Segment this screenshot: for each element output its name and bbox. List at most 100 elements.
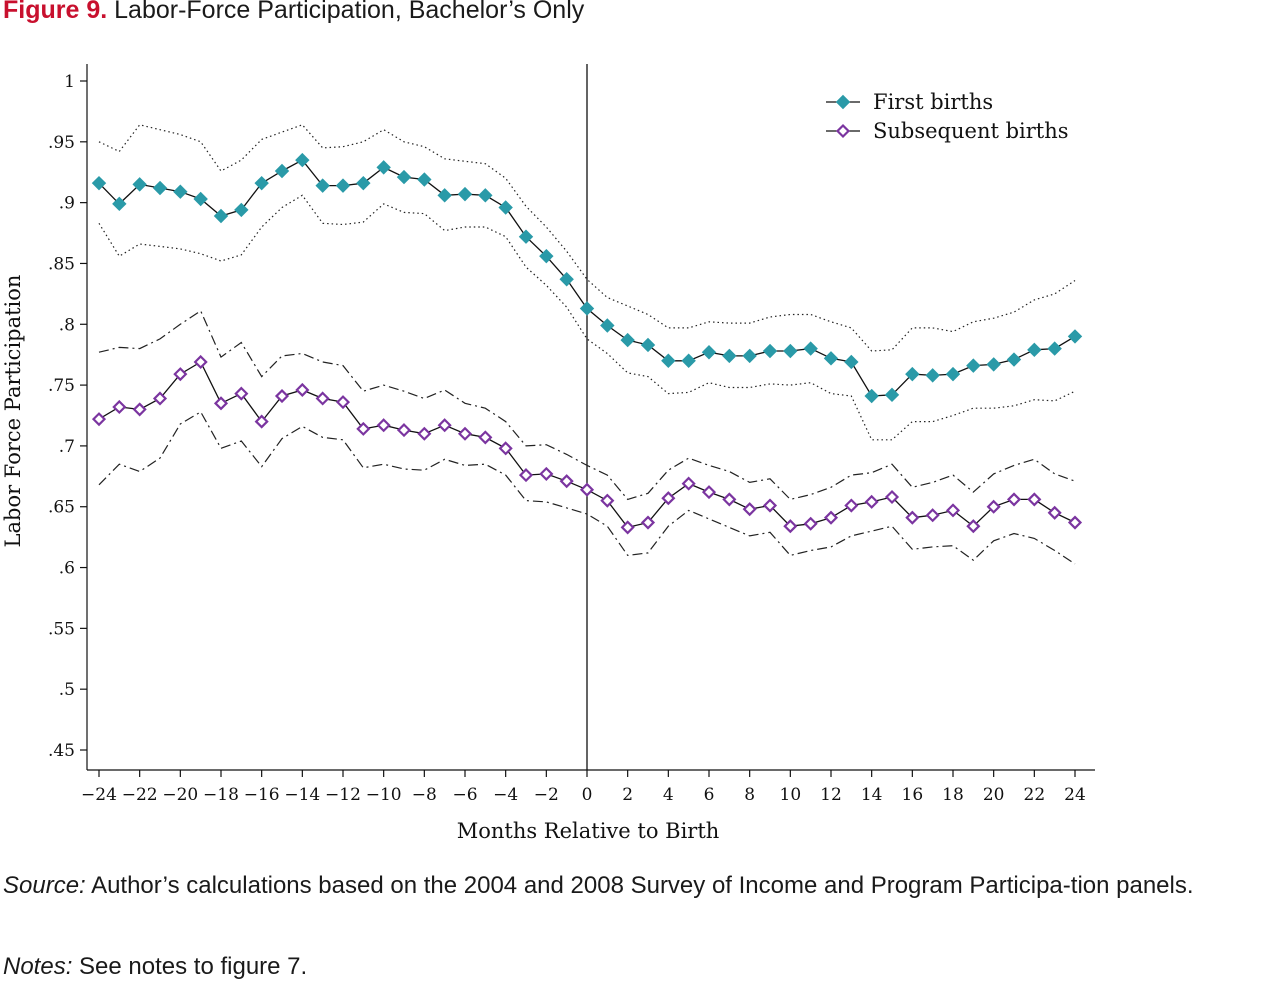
line-chart: .45.5.55.6.65.7.75.8.85.9.951−24 −22 −20 −1… [1,64,1095,843]
subsequent-births-point [844,498,859,513]
first-births-point [823,351,839,366]
first-births-point [254,175,269,191]
x-tick-label: 18 [942,785,964,805]
subsequent-births-point [356,421,371,436]
subsequent-births-point [91,412,107,427]
subsequent-births-point [905,510,920,525]
subsequent-births-point [213,396,229,411]
y-tick-label: .9 [59,194,75,214]
subsequent-births-point [945,503,961,518]
first-births-point [1027,342,1042,358]
subsequent-births-point [1067,515,1083,530]
first-births-point [437,188,452,203]
subsequent-births-ci-upper [98,310,1076,501]
subsequent-births-point [1006,492,1022,507]
first-births-point [234,202,249,218]
y-tick-label: .5 [59,680,75,700]
figure-title: Figure 9. Labor-Force Participation, Bac… [3,0,584,25]
subsequent-births-point [376,418,391,433]
first-births-point [1006,352,1022,367]
first-births-point [315,178,330,193]
first-births-point [986,357,1001,372]
first-births-point [681,353,696,368]
notes-text: See notes to figure 7. [72,953,308,980]
subsequent-births-point [417,426,432,441]
first-births-point [335,178,351,193]
y-tick-label: .7 [59,437,75,457]
x-tick-label: 8 [744,785,755,805]
subsequent-births-point [234,386,249,401]
first-births-point [91,175,107,191]
subsequent-births-point [457,426,473,441]
first-births-point [498,200,513,215]
subsequent-births-point [742,502,757,517]
figure-title-text: Labor-Force Participation, Bachelor’s On… [114,0,585,24]
first-births-point [1047,341,1062,356]
source-label: Source: [3,872,86,899]
subsequent-births-point [803,516,818,531]
first-births-point [579,301,595,316]
subsequent-births-point [173,367,188,382]
first-births-point [152,180,168,196]
y-tick-label: 1 [64,72,75,92]
first-births-point [661,353,676,368]
subsequent-births-point [132,402,147,417]
subsequent-births-point [478,430,493,445]
subsequent-births-point [437,418,452,433]
legend-marker-subsequent-births [835,123,851,139]
x-axis-label: Months Relative to Birth [457,819,720,843]
x-tick-label: 4 [663,785,674,805]
x-tick-label: −10 [366,785,402,805]
first-births-point [722,348,737,364]
first-births-point [478,188,493,203]
first-births-point [132,177,147,192]
x-tick-label: −18 [203,785,239,805]
x-tick-label: −22 [122,785,158,805]
first-births-point [701,345,717,360]
legend-label-first-births: First births [873,90,993,114]
subsequent-births-point [518,468,534,483]
y-tick-label: .65 [48,498,75,518]
subsequent-births-point [112,399,127,415]
notes-label: Notes: [3,953,73,980]
first-births-point [762,343,778,359]
y-tick-label: .75 [48,376,75,396]
first-births-ci-upper [98,124,1076,352]
x-tick-label: 14 [861,785,883,805]
first-births-point [966,358,981,373]
subsequent-births-point [1027,492,1042,507]
x-tick-label: −8 [412,785,437,805]
first-births-point [457,186,473,202]
first-births-point [1067,329,1083,344]
subsequent-births-point [783,519,798,534]
subsequent-births-point [254,414,269,429]
subsequent-births-point [498,441,513,456]
subsequent-births-point [701,485,717,500]
x-tick-label: 22 [1024,785,1046,805]
first-births-point [193,191,208,207]
source-text: Author’s calculations based on the 2004 … [85,872,1194,899]
first-births-point [518,229,534,244]
legend-label-subsequent-births: Subsequent births [873,119,1069,143]
x-tick-label: −12 [325,785,361,805]
first-births-point [783,343,798,359]
subsequent-births-point [152,391,168,406]
subsequent-births-point [640,515,656,530]
first-births-point [945,366,961,382]
subsequent-births-point [986,499,1001,514]
y-tick-label: .6 [59,559,75,579]
first-births-point [112,196,127,212]
x-tick-label: −24 [81,785,117,805]
first-births-point [417,172,432,187]
subsequent-births-point [579,482,595,497]
axes-layer: .45.5.55.6.65.7.75.8.85.9.951−24 −22 −20 −1… [48,64,1095,805]
subsequent-births-point [274,388,290,404]
first-births-point [396,169,412,185]
first-births-point [905,366,920,382]
subsequent-births-point [681,476,696,491]
y-tick-label: .85 [48,254,75,274]
subsequent-births-point [600,493,615,508]
figure-label: Figure 9. [3,0,108,24]
subsequent-births-point [925,508,940,523]
x-tick-label: −16 [244,785,280,805]
